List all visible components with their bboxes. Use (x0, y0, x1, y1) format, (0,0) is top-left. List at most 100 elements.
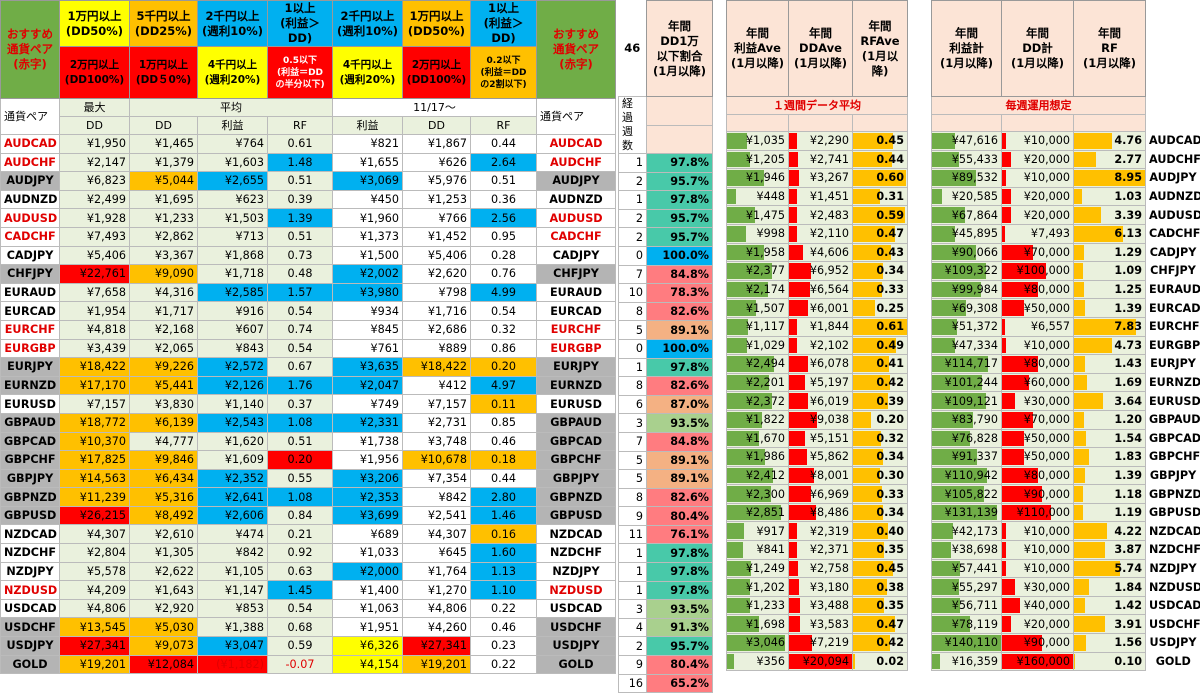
profit-sum-cell: ¥56,711 (932, 596, 1002, 615)
value-cell: ¥3,748 (403, 432, 471, 451)
table-row: 1 97.8% (619, 581, 713, 600)
dd-ave-cell: ¥2,758 (789, 559, 853, 578)
profit-sum-cell: ¥67,864 (932, 206, 1002, 225)
value-cell: 0.95 (471, 227, 537, 246)
pair-cell: GBPUSD (1, 506, 60, 525)
value-cell: ¥2,168 (130, 320, 198, 339)
value-cell: 0.73 (268, 246, 333, 265)
profit-sum-cell: ¥109,121 (932, 392, 1002, 411)
profit-ave-cell: ¥2,851 (727, 503, 789, 522)
pair-cell: EURAUD (537, 283, 616, 302)
dd-ave-bar (789, 282, 810, 298)
h3: 2千円以上 (週利10%) (198, 1, 268, 47)
table-row: ¥1,117 ¥1,844 0.61 (727, 317, 908, 336)
rf-ave-bar (853, 654, 855, 670)
profit-sum-cell: ¥109,322 (932, 262, 1002, 281)
rf-bar (1074, 449, 1089, 465)
rf-ave-cell: 0.44 (853, 150, 908, 169)
ratio-cell: 89.1% (647, 321, 713, 340)
value-cell: ¥1,956 (333, 451, 403, 470)
weeks-cell: 9 (619, 507, 647, 526)
ratio-cell: 91.3% (647, 618, 713, 637)
value-cell: ¥821 (333, 135, 403, 154)
ratio-cell: 95.7% (647, 637, 713, 656)
weeks-cell: 2 (619, 637, 647, 656)
rf-ave-cell: 0.25 (853, 299, 908, 318)
profit-ave-cell: ¥2,377 (727, 262, 789, 281)
value-cell: ¥27,341 (60, 637, 130, 656)
pair-cell: USDCAD (1146, 596, 1200, 615)
value-cell: ¥1,695 (130, 190, 198, 209)
pair-cell: USDCHF (1146, 615, 1200, 634)
value-cell: 1.48 (268, 153, 333, 172)
weekly-ops-label: 毎週運用想定 (932, 97, 1146, 115)
dd-ave-bar (789, 449, 807, 465)
weeks-cell: 7 (619, 265, 647, 284)
dd-ave-bar (789, 393, 808, 409)
pair-cell: USDCAD (1, 599, 60, 618)
dd-sum-cell: ¥20,000 (1002, 206, 1074, 225)
table-row: GOLD¥19,201¥12,084(¥1,182)-0.07¥4,154¥19… (1, 655, 616, 674)
table-row: 1 97.8% (619, 154, 713, 173)
rf-ave-cell: 0.41 (853, 355, 908, 374)
value-cell: ¥412 (403, 376, 471, 395)
dd-sum-cell: ¥80,000 (1002, 280, 1074, 299)
table-row: ¥1,670 ¥5,151 0.32 (727, 429, 908, 448)
pair-cell: EURJPY (537, 358, 616, 377)
pair-cell: NZDUSD (1, 581, 60, 600)
dd-sum-bar (1002, 523, 1006, 539)
table-row: 1 97.8% (619, 563, 713, 582)
value-cell: 0.37 (268, 395, 333, 414)
avg-table: 年間 利益Ave (1月以降) 年間 DDAve (1月以降) 年間 RFAve… (726, 0, 908, 671)
rf-ave-cell: 0.30 (853, 466, 908, 485)
table-row: ¥55,297 ¥30,000 1.84 NZDUSD (932, 578, 1200, 597)
table-row: ¥2,494 ¥6,078 0.41 (727, 355, 908, 374)
value-cell: ¥17,170 (60, 376, 130, 395)
dd-sum-bar (1002, 598, 1020, 614)
pair-cell: GBPAUD (1, 413, 60, 432)
table-row: 8 82.6% (619, 302, 713, 321)
value-cell: ¥9,073 (130, 637, 198, 656)
pair-cell: GBPCHF (537, 451, 616, 470)
value-cell: 0.48 (268, 265, 333, 284)
table-row: ¥2,201 ¥5,197 0.42 (727, 373, 908, 392)
value-cell: 1.08 (268, 413, 333, 432)
value-cell: ¥3,699 (333, 506, 403, 525)
table-row: 10 78.3% (619, 284, 713, 303)
profit-ave-cell: ¥1,202 (727, 578, 789, 597)
pair-cell: USDJPY (1146, 634, 1200, 653)
value-cell: ¥1,465 (130, 135, 198, 154)
profit-sum-cell: ¥110,942 (932, 466, 1002, 485)
value-cell: 0.46 (471, 618, 537, 637)
weeks-cell: 8 (619, 488, 647, 507)
rf-ave-cell: 0.49 (853, 336, 908, 355)
table-row: ¥1,507 ¥6,001 0.25 (727, 299, 908, 318)
dd-ave-cell: ¥8,001 (789, 466, 853, 485)
value-cell: ¥2,641 (198, 488, 268, 507)
pair-cell: NZDCAD (1, 525, 60, 544)
rf-bar (1074, 152, 1096, 168)
value-cell: ¥764 (198, 135, 268, 154)
ratio-cell: 93.5% (647, 414, 713, 433)
rf-bar (1074, 542, 1105, 558)
weeks-cell: 1 (619, 563, 647, 582)
value-cell: ¥5,406 (60, 246, 130, 265)
dd-ave-header: 年間 DDAve (1月以降) (789, 1, 853, 97)
rf-cell: 6.13 (1074, 224, 1146, 243)
dd-sum-cell: ¥90,000 (1002, 634, 1074, 653)
value-cell: ¥1,868 (198, 246, 268, 265)
value-cell: ¥2,686 (403, 320, 471, 339)
dd-sum-cell: ¥10,000 (1002, 169, 1074, 188)
rf-ave-cell: 0.35 (853, 596, 908, 615)
pair-cell: AUDNZD (1, 190, 60, 209)
rf-cell: 8.95 (1074, 169, 1146, 188)
pair-cell: AUDJPY (537, 172, 616, 191)
pair-cell: NZDJPY (1, 562, 60, 581)
profit-sum-cell: ¥83,790 (932, 410, 1002, 429)
dd-ave-cell: ¥2,110 (789, 224, 853, 243)
rf-cell: 1.25 (1074, 280, 1146, 299)
table-row: 9 80.4% (619, 507, 713, 526)
